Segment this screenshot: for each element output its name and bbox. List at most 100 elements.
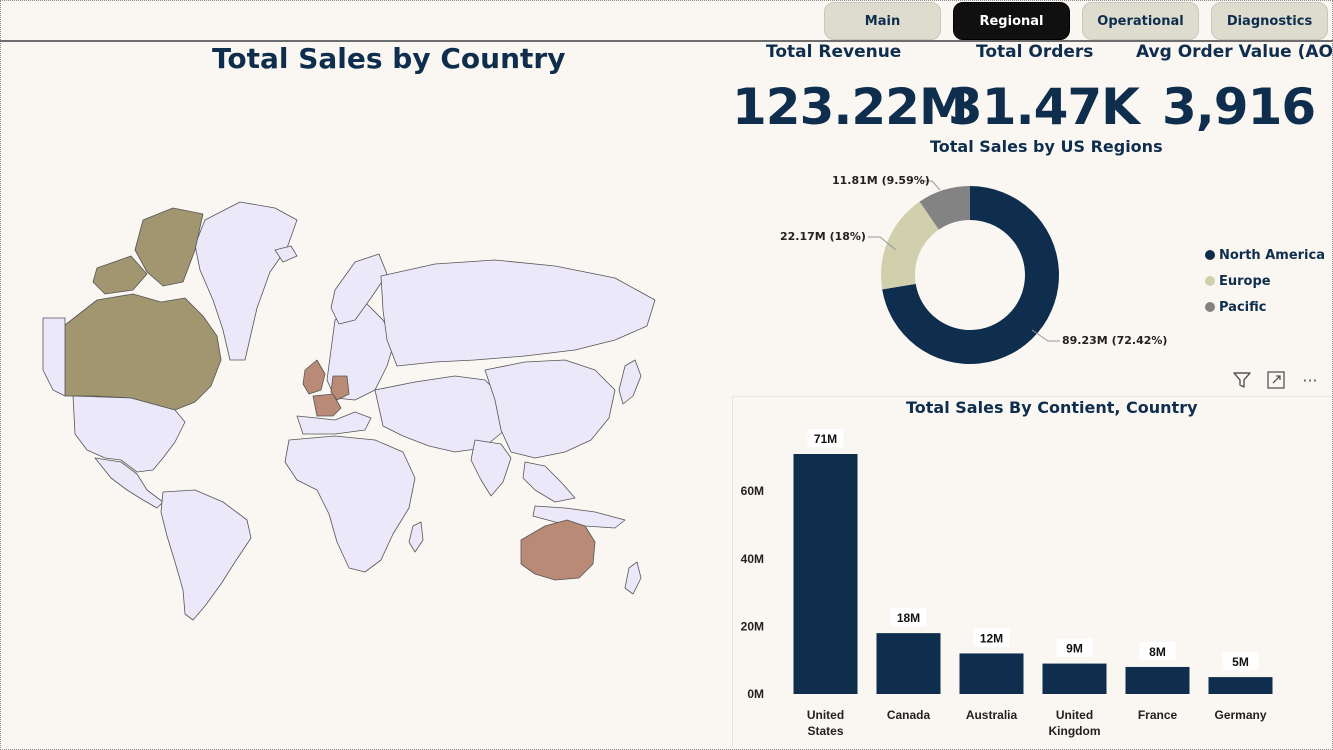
donut-leader-line-north-america <box>1031 329 1060 342</box>
map-region-alaska <box>42 317 66 397</box>
bar-france[interactable] <box>1125 666 1190 694</box>
legend-dot-pacific <box>1205 302 1215 312</box>
legend-item-north-america[interactable]: North America <box>1205 242 1325 268</box>
data-label-background <box>890 608 927 627</box>
kpi-total-revenue-label: Total Revenue <box>766 42 902 62</box>
world-map[interactable] <box>35 190 705 630</box>
bar-chart-title: Total Sales By Contient, Country <box>906 398 1198 417</box>
y-tick-label: 0M <box>747 687 764 701</box>
donut-chart[interactable]: 11.81M (9.59%) 22.17M (18%) 89.23M (72.4… <box>760 160 1180 380</box>
filter-button[interactable] <box>1228 366 1256 394</box>
bar-australia[interactable] <box>959 653 1024 694</box>
map-region-australia <box>520 519 596 581</box>
map-region-germany <box>330 375 350 401</box>
world-map-svg <box>42 201 656 621</box>
x-tick-label: Australia <box>966 708 1018 722</box>
map-title: Total Sales by Country <box>212 42 566 75</box>
legend-dot-north-america <box>1205 250 1215 260</box>
page-navigation: Main Regional Operational Diagnostics <box>824 2 1328 40</box>
expand-icon <box>1267 371 1285 389</box>
y-tick-label: 60M <box>741 484 764 498</box>
more-options-button[interactable]: ··· <box>1296 366 1324 394</box>
tab-diagnostics[interactable]: Diagnostics <box>1211 2 1328 40</box>
map-region-russia <box>380 259 656 367</box>
donut-slice-north-america[interactable] <box>882 186 1059 364</box>
donut-leader-line-pacific <box>920 180 941 191</box>
donut-label-north-america: 89.23M (72.42%) <box>1062 334 1168 347</box>
bar-chart-svg[interactable]: 0M 20M 40M 60M 71M United States 18M Canada 12M Au… <box>732 420 1332 745</box>
legend-label-pacific: Pacific <box>1219 299 1267 315</box>
x-tick-label: Canada <box>887 708 931 722</box>
x-tick-label: Germany <box>1214 708 1266 722</box>
y-tick-label: 20M <box>741 619 764 633</box>
x-tick-label: States <box>807 724 843 738</box>
donut-leader-line-europe <box>868 236 897 251</box>
data-label: 8M <box>1149 645 1166 659</box>
map-region-greenland <box>194 201 298 361</box>
map-region-united-kingdom <box>302 359 326 395</box>
map-region-arctic-islands-west <box>92 255 148 295</box>
map-region-arctic-islands <box>134 207 204 287</box>
donut-legend: North America Europe Pacific <box>1205 242 1325 320</box>
kpi-total-revenue-value: 123.22M <box>732 78 969 136</box>
legend-label-north-america: North America <box>1219 247 1325 263</box>
map-region-madagascar <box>408 521 424 553</box>
map-region-iceland <box>274 245 298 263</box>
map-region-canada <box>64 293 222 411</box>
data-label: 71M <box>814 432 837 446</box>
kpi-aov-label: Avg Order Value (AOV) <box>1136 42 1333 62</box>
legend-item-europe[interactable]: Europe <box>1205 268 1325 294</box>
map-region-southeast-asia <box>522 461 576 503</box>
data-label-background <box>1056 638 1093 657</box>
kpi-total-orders-label: Total Orders <box>976 42 1094 62</box>
bar-canada[interactable] <box>876 633 941 694</box>
map-region-united-states <box>72 395 186 473</box>
map-region-new-zealand <box>624 561 642 595</box>
map-region-indonesia <box>532 505 626 529</box>
x-tick-label: United <box>807 708 844 722</box>
data-label-background <box>1222 652 1259 671</box>
map-region-south-europe <box>296 411 372 435</box>
x-tick-label: United <box>1056 708 1093 722</box>
data-label-background <box>1139 641 1176 660</box>
tab-main[interactable]: Main <box>824 2 941 40</box>
bar-chart-panel <box>732 396 1332 746</box>
donut-slice-pacific[interactable] <box>919 186 970 230</box>
bar-united-kingdom[interactable] <box>1042 663 1107 694</box>
x-tick-label: Kingdom <box>1049 724 1101 738</box>
donut-slice-europe[interactable] <box>881 201 939 290</box>
filter-icon <box>1233 372 1251 388</box>
legend-item-pacific[interactable]: Pacific <box>1205 294 1325 320</box>
bar-united-states[interactable] <box>793 454 858 694</box>
header-divider <box>0 40 1333 42</box>
visual-toolbar: ··· <box>1228 366 1324 394</box>
donut-label-europe: 22.17M (18%) <box>780 230 866 243</box>
map-region-scandinavia <box>330 253 388 325</box>
tab-regional[interactable]: Regional <box>953 2 1070 40</box>
legend-label-europe: Europe <box>1219 273 1271 289</box>
map-region-india <box>470 439 512 497</box>
map-region-japan <box>618 359 642 405</box>
data-label-background <box>807 429 844 447</box>
data-label-background <box>973 628 1010 647</box>
map-region-east-asia <box>484 359 616 459</box>
map-region-central-america <box>94 457 164 509</box>
data-label: 12M <box>980 631 1003 645</box>
map-region-africa <box>284 435 416 573</box>
legend-dot-europe <box>1205 276 1215 286</box>
donut-chart-svg <box>868 180 1060 364</box>
data-label: 18M <box>897 611 920 625</box>
y-tick-label: 40M <box>741 552 764 566</box>
focus-mode-button[interactable] <box>1262 366 1290 394</box>
map-region-south-america <box>160 489 252 621</box>
bar-germany[interactable] <box>1208 677 1273 694</box>
donut-title: Total Sales by US Regions <box>930 137 1163 156</box>
tab-operational[interactable]: Operational <box>1082 2 1199 40</box>
donut-label-pacific: 11.81M (9.59%) <box>832 174 930 187</box>
data-label: 5M <box>1232 655 1249 669</box>
more-options-icon: ··· <box>1302 370 1318 390</box>
map-region-france <box>312 393 342 417</box>
x-tick-label: France <box>1138 708 1178 722</box>
kpi-aov-value: 3,916 <box>1162 78 1316 136</box>
kpi-total-orders-value: 31.47K <box>948 78 1140 136</box>
